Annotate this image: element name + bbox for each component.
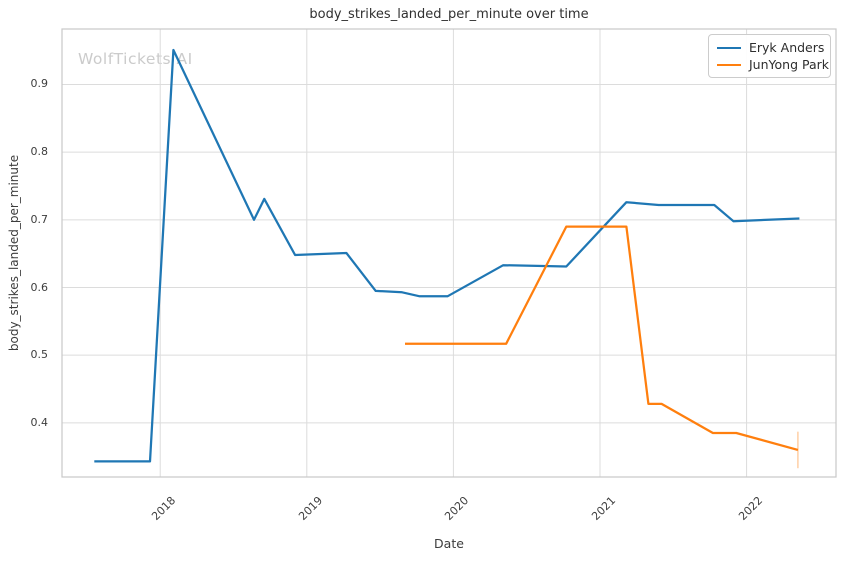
legend-label: JunYong Park [749,57,829,72]
y-tick-label: 0.5 [30,348,49,362]
chart-title: body_strikes_landed_per_minute over time [309,7,589,22]
y-tick-label: 0.4 [30,415,49,429]
legend-label: Eryk Anders [749,40,825,55]
plot-border [61,28,837,478]
y-tick-label: 0.9 [30,77,49,91]
legend: Eryk Anders JunYong Park [708,34,831,78]
y-tick-label: 0.6 [30,280,49,294]
y-axis-label: body_strikes_landed_per_minute [7,154,21,352]
y-tick-label: 0.7 [30,212,49,226]
legend-entry: Eryk Anders [717,39,825,56]
watermark: WolfTickets AI [78,50,193,68]
series-line-junyong-park [405,225,799,451]
legend-line-swatch [717,63,741,66]
series-line-eryk-anders [94,48,800,463]
y-tick-label: 0.8 [30,145,49,159]
x-axis-label: Date [434,536,464,551]
legend-line-swatch [717,46,741,49]
legend-entry: JunYong Park [717,56,829,73]
